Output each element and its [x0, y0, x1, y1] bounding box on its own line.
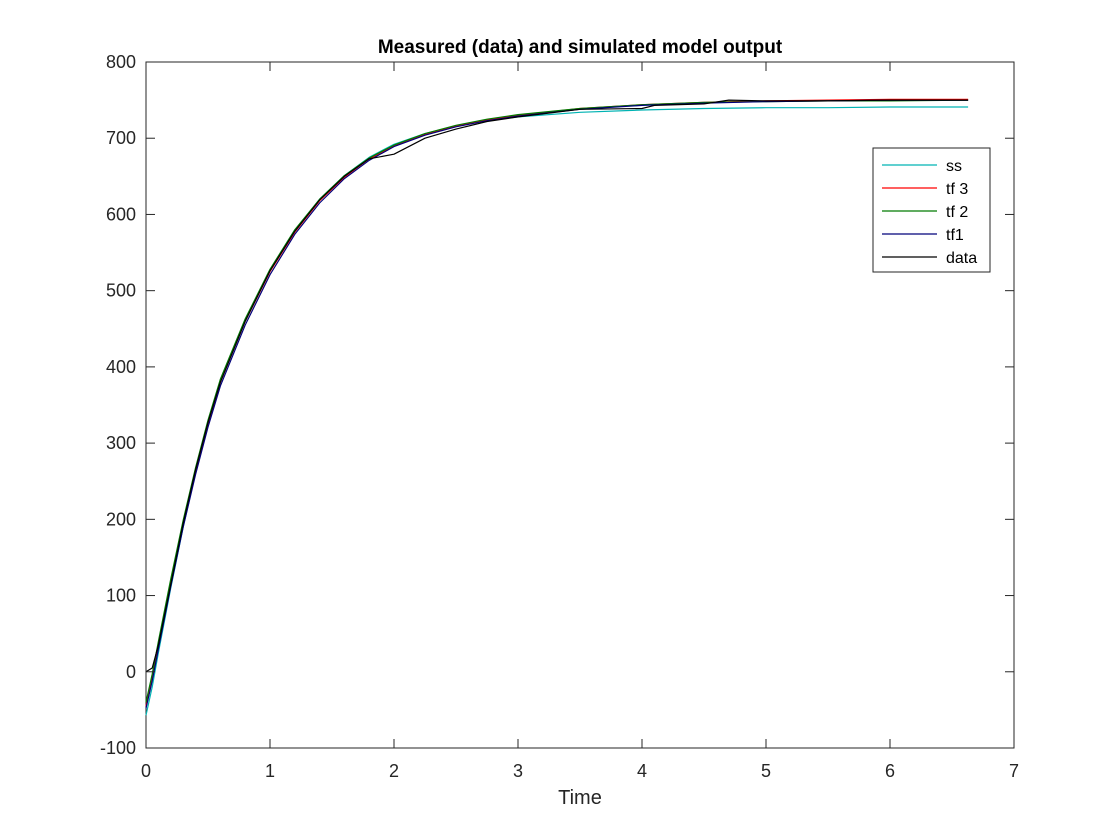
- series-line-tf1: [145, 99, 969, 709]
- legend: ss tf 3 tf 2 tf1 data: [872, 147, 991, 273]
- y-tick-label: 800: [106, 52, 136, 72]
- y-tick-label: 500: [106, 281, 136, 301]
- chart-title: Measured (data) and simulated model outp…: [378, 37, 783, 58]
- y-tick-label: 0: [126, 662, 136, 682]
- legend-entry: ss: [946, 158, 962, 175]
- y-tick-label: 100: [106, 586, 136, 606]
- x-tick-label: 3: [513, 761, 523, 781]
- series-line-data: [145, 99, 969, 673]
- x-tick-label: 5: [761, 761, 771, 781]
- x-tick-label: 4: [637, 761, 647, 781]
- legend-entry: tf 3: [946, 181, 968, 198]
- x-tick-label: 6: [885, 761, 895, 781]
- x-tick-label: 2: [389, 761, 399, 781]
- series-line-tf-2: [145, 99, 969, 703]
- y-tick-label: -100: [100, 738, 136, 758]
- y-axis-ticks: -100 0 100 200 300 400 500 600 700 800: [100, 52, 1014, 758]
- x-tick-label: 7: [1009, 761, 1019, 781]
- plot-area: [145, 61, 1015, 749]
- y-tick-label: 700: [106, 128, 136, 148]
- axes-box: [145, 61, 1015, 749]
- legend-entry: tf 2: [946, 204, 968, 221]
- x-tick-label: 0: [141, 761, 151, 781]
- legend-entry: data: [946, 250, 977, 267]
- legend-entry: tf1: [946, 227, 964, 244]
- x-tick-label: 1: [265, 761, 275, 781]
- y-tick-label: 400: [106, 357, 136, 377]
- y-tick-label: 300: [106, 433, 136, 453]
- x-axis-label: Time: [558, 787, 602, 809]
- series-layer: [145, 98, 969, 716]
- x-axis-ticks: 0 1 2 3 4 5 6 7: [141, 62, 1019, 781]
- y-tick-label: 200: [106, 509, 136, 529]
- y-tick-label: 600: [106, 204, 136, 224]
- legend-box: [872, 147, 991, 273]
